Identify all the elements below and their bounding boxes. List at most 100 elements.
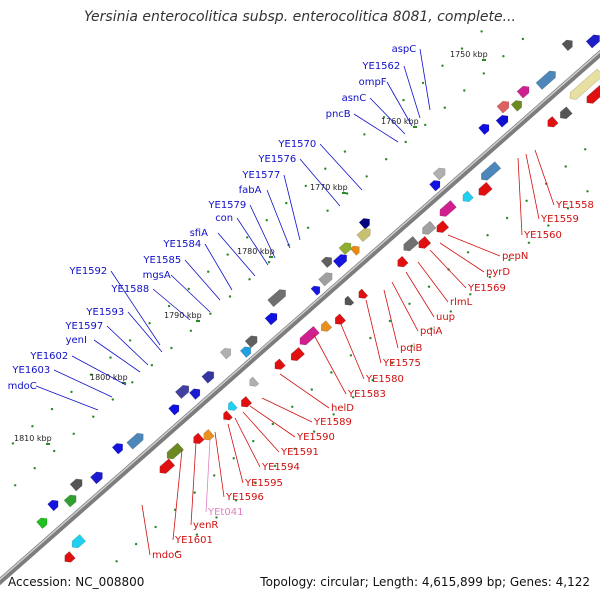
grid-dot <box>115 560 118 563</box>
gene-feature <box>349 245 360 256</box>
grid-dot <box>584 148 587 151</box>
reverse-gene-label: pqiA <box>420 326 442 337</box>
grid-dot <box>312 430 316 433</box>
grid-dot <box>521 37 525 41</box>
gene-feature <box>462 190 474 203</box>
gene-arrow <box>356 228 371 243</box>
grid-dot <box>271 422 274 426</box>
grid-dot <box>385 158 388 161</box>
label-leader-line <box>214 431 225 498</box>
gene-arrow <box>249 376 260 387</box>
grid-dot <box>215 516 218 519</box>
gene-feature <box>174 384 190 399</box>
gene-arrow <box>223 410 233 421</box>
gene-feature <box>318 272 333 287</box>
grid-dot <box>460 47 464 50</box>
gene-feature <box>267 289 286 308</box>
grid-dot <box>310 388 313 391</box>
forward-gene-label: asnC <box>342 93 367 104</box>
forward-gene-label: pncB <box>326 109 351 120</box>
grid-dot <box>254 481 257 485</box>
grid-dot <box>265 219 268 222</box>
gene-arrow <box>47 499 59 512</box>
gene-feature <box>64 551 76 563</box>
label-leader-line <box>403 65 421 119</box>
label-leader-line <box>53 369 113 398</box>
label-leader-line <box>242 411 280 453</box>
gene-feature <box>69 478 83 492</box>
gene-arrow <box>174 384 190 399</box>
gene-feature <box>166 442 184 460</box>
gene-feature <box>481 161 502 181</box>
length-value: 4,615,899 bp; <box>421 575 507 589</box>
forward-gene-label: YE1570 <box>277 139 316 150</box>
gene-arrow <box>349 245 360 256</box>
label-leader-line <box>204 243 233 291</box>
grid-dot <box>304 184 307 188</box>
gene-arrow <box>321 320 333 332</box>
grid-dot <box>505 216 509 220</box>
grid-dot <box>488 275 491 279</box>
grid-dot <box>421 81 425 85</box>
gene-arrow <box>318 272 333 287</box>
forward-gene-label: YE1593 <box>85 307 124 318</box>
gene-feature <box>495 114 509 128</box>
gene-arrow <box>241 396 253 408</box>
reverse-gene-label: mdoG <box>152 550 182 561</box>
forward-gene-label: YE1588 <box>110 284 149 295</box>
grid-dot <box>369 336 372 340</box>
grid-dot <box>332 413 335 416</box>
grid-dot <box>388 319 392 323</box>
label-leader-line <box>283 174 301 241</box>
gene-arrow <box>239 346 252 358</box>
label-leader-line <box>417 261 449 303</box>
grid-dot <box>234 499 238 502</box>
gene-feature <box>560 106 573 120</box>
label-leader-line <box>71 355 127 386</box>
reverse-gene-label: YE1595 <box>244 478 283 489</box>
gene-arrow <box>111 443 123 455</box>
label-leader-line <box>35 385 99 411</box>
gene-feature <box>159 458 176 474</box>
grid-dot <box>402 98 405 102</box>
gene-feature <box>203 429 215 441</box>
gene-arrow <box>299 325 320 346</box>
grid-dot <box>246 236 249 239</box>
gene-arrow <box>535 70 556 90</box>
gene-feature <box>193 432 205 445</box>
reverse-gene-label: YE1594 <box>261 462 300 473</box>
reverse-gene-label: YE1590 <box>296 432 335 443</box>
gene-feature <box>168 404 180 416</box>
gene-feature <box>219 347 232 360</box>
label-leader-line <box>170 274 211 313</box>
grid-dot <box>70 390 73 394</box>
grid-dot <box>11 442 15 445</box>
grid-dot <box>291 405 294 408</box>
label-leader-line <box>313 334 347 395</box>
grid-dot <box>410 344 413 347</box>
grid-dot <box>193 491 196 494</box>
gene-arrow <box>264 312 278 326</box>
grid-dot <box>466 251 470 254</box>
gene-arrow <box>166 442 184 460</box>
grid-dot <box>371 378 374 382</box>
gene-arrow <box>436 220 450 233</box>
grid-dot <box>92 415 95 418</box>
grid-dot <box>566 207 570 210</box>
grid-dot <box>50 407 54 411</box>
grid-dot <box>324 167 327 170</box>
grid-dot <box>463 89 466 92</box>
gene-arrow <box>189 388 201 400</box>
kbp-label: 1760 kbp <box>381 117 419 126</box>
gene-feature <box>90 471 103 485</box>
grid-dot <box>228 295 232 298</box>
gene-feature <box>47 499 59 512</box>
grid-dot <box>427 285 431 288</box>
grid-dot <box>404 140 407 144</box>
gene-feature <box>478 123 490 136</box>
kbp-label: 1790 kbp <box>164 311 202 320</box>
grid-dot <box>547 224 550 227</box>
gene-feature <box>126 433 144 450</box>
gene-arrow <box>403 236 420 252</box>
